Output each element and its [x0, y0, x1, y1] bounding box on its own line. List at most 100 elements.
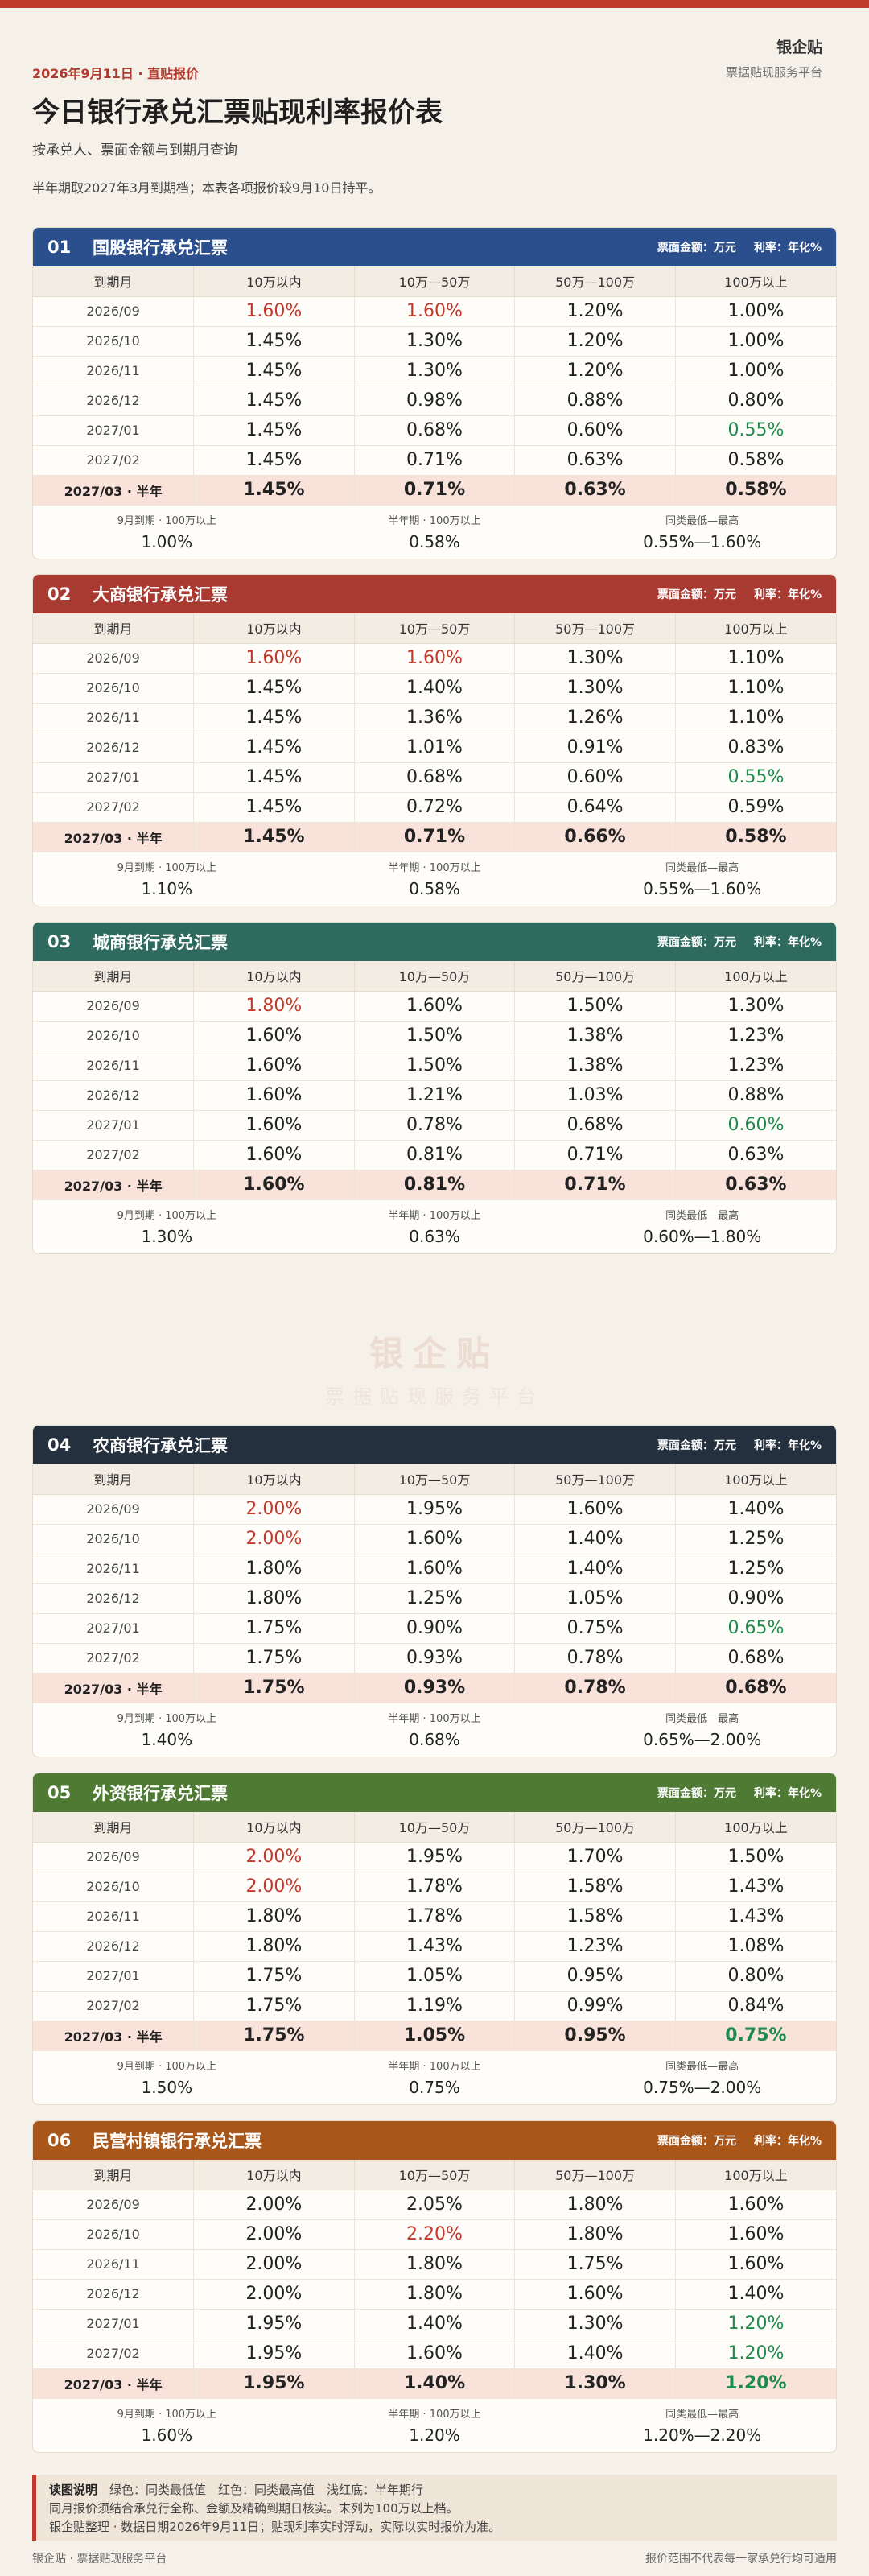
rate-section: 02 大商银行承兑汇票 票面金额：万元 利率：年化% 到期月 10万以内 10万—50万 50…	[32, 574, 837, 906]
rate-cell: 1.36%	[354, 703, 516, 733]
section-title: 国股银行承兑汇票	[93, 238, 228, 258]
header-row: 到期月 10万以内 10万—50万 50万—100万 100万以上	[33, 266, 836, 297]
rate-cell: 1.60%	[354, 1554, 516, 1584]
rate-cell: 1.75%	[193, 1643, 355, 1674]
column-header: 10万—50万	[354, 2160, 516, 2190]
maturity-cell: 2027/02	[33, 1140, 195, 1170]
summary-label: 同类最低—最高	[665, 861, 739, 874]
rate-cell: 1.60%	[193, 1051, 355, 1081]
summary-item: 同类最低—最高 0.55%—1.60%	[568, 852, 836, 906]
rate-cell: 1.80%	[354, 2279, 516, 2310]
maturity-cell: 2027/02	[33, 792, 195, 823]
rate-cell: 1.40%	[354, 2309, 516, 2339]
section-title: 城商银行承兑汇票	[93, 933, 228, 952]
section-number: 04	[47, 1435, 72, 1455]
rate-cell: 1.23%	[675, 1021, 836, 1051]
column-header: 10万以内	[193, 613, 355, 644]
summary-label: 同类最低—最高	[665, 2060, 739, 2073]
maturity-cell: 2026/12	[33, 733, 195, 763]
table-row: 2026/12 1.80% 1.43% 1.23% 1.08%	[33, 1931, 836, 1962]
summary-value: 0.55%—1.60%	[643, 531, 762, 551]
section-title: 外资银行承兑汇票	[93, 1784, 228, 1803]
summary-value: 0.65%—2.00%	[643, 1729, 762, 1749]
rate-cell: 0.83%	[675, 733, 836, 763]
rate-section: 06 民营村镇银行承兑汇票 票面金额：万元 利率：年化% 到期月 10万以内 10万—50万…	[32, 2120, 837, 2453]
summary-label: 9月到期 · 100万以上	[117, 514, 217, 527]
header-row: 到期月 10万以内 10万—50万 50万—100万 100万以上	[33, 613, 836, 644]
table-head: 到期月 10万以内 10万—50万 50万—100万 100万以上	[33, 613, 836, 644]
table-row: 2026/12 2.00% 1.80% 1.60% 1.40%	[33, 2279, 836, 2310]
rate-cell: 0.80%	[675, 386, 836, 416]
rate-cell: 2.00%	[193, 2219, 355, 2250]
rate-table: 到期月 10万以内 10万—50万 50万—100万 100万以上 2026/09 2.00…	[33, 1812, 836, 2051]
summary-label: 半年期 · 100万以上	[388, 861, 481, 874]
rate-cell: 1.60%	[354, 991, 516, 1022]
table-row: 2026/12 1.45% 0.98% 0.88% 0.80%	[33, 386, 836, 416]
table-body: 2026/09 2.00% 1.95% 1.70% 1.50% 2026/10 2.00% 1…	[33, 1842, 836, 2051]
column-header: 100万以上	[675, 1812, 836, 1843]
rate-cell: 0.68%	[354, 415, 516, 446]
summary-label: 半年期 · 100万以上	[388, 2060, 481, 2073]
watermark: 银企贴 票据贴现服务平台	[0, 1327, 869, 1409]
column-header: 10万—50万	[354, 961, 516, 992]
rate-cell: 1.25%	[354, 1583, 516, 1614]
rate-cell: 1.00%	[675, 356, 836, 386]
rate-cell: 1.10%	[675, 703, 836, 733]
rate-cell: 1.75%	[193, 1961, 355, 1992]
rate-cell: 1.45%	[193, 415, 355, 446]
legend-colors: 绿色：同类最低值 红色：同类最高值 浅红底：半年期行	[109, 2483, 424, 2497]
rate-cell: 0.58%	[675, 475, 836, 506]
rate-unit-label: 利率：年化%	[753, 1787, 822, 1800]
rate-cell: 1.25%	[675, 1524, 836, 1554]
rate-cell: 1.75%	[514, 2249, 676, 2280]
rate-cell: 0.72%	[354, 792, 516, 823]
page-subtitle: 按承兑人、票面金额与到期月查询	[32, 142, 237, 159]
table-row: 2026/10 2.00% 1.78% 1.58% 1.43%	[33, 1872, 836, 1902]
maturity-cell: 2026/10	[33, 1524, 195, 1554]
rate-cell: 0.68%	[675, 1643, 836, 1674]
rate-cell: 1.60%	[193, 1170, 355, 1200]
maturity-cell: 2026/12	[33, 1931, 195, 1962]
rate-cell: 1.60%	[193, 1080, 355, 1111]
column-header: 50万—100万	[514, 1464, 676, 1495]
column-header: 50万—100万	[514, 961, 676, 992]
rate-cell: 0.66%	[514, 822, 676, 852]
rate-cell: 2.05%	[354, 2190, 516, 2220]
rate-cell: 0.80%	[675, 1961, 836, 1992]
summary-value: 0.75%—2.00%	[643, 2077, 762, 2097]
rate-cell: 1.38%	[514, 1051, 676, 1081]
legend-line-2: 同月报价须结合承兑行全称、金额及精确到期日核实。末列为100万以上档。	[49, 2501, 459, 2516]
maturity-cell: 2027/01	[33, 1613, 195, 1644]
rate-cell: 1.80%	[514, 2190, 676, 2220]
column-header: 到期月	[33, 961, 195, 992]
column-header: 100万以上	[675, 613, 836, 644]
rate-cell: 1.10%	[675, 643, 836, 674]
summary-value: 0.60%—1.80%	[643, 1226, 762, 1246]
rate-cell: 1.95%	[354, 1494, 516, 1525]
maturity-cell: 2026/12	[33, 1080, 195, 1111]
rate-cell: 1.01%	[354, 733, 516, 763]
rate-cell: 1.40%	[514, 1524, 676, 1554]
rate-cell: 1.10%	[675, 673, 836, 704]
summary-item: 9月到期 · 100万以上 1.30%	[33, 1200, 301, 1253]
rate-cell: 1.30%	[514, 2368, 676, 2399]
rate-unit-label: 利率：年化%	[753, 2135, 822, 2148]
rate-table: 到期月 10万以内 10万—50万 50万—100万 100万以上 2026/09 1.60…	[33, 266, 836, 506]
summary-item: 半年期 · 100万以上 0.63%	[301, 1200, 569, 1253]
summary-value: 1.40%	[141, 1729, 193, 1749]
legend-line-1: 读图说明 绿色：同类最低值 红色：同类最高值 浅红底：半年期行	[49, 2481, 824, 2500]
rate-cell: 1.45%	[193, 386, 355, 416]
table-row: 2026/09 2.00% 1.95% 1.70% 1.50%	[33, 1842, 836, 1872]
rate-cell: 0.95%	[514, 1961, 676, 1992]
summary-item: 半年期 · 100万以上 1.20%	[301, 2399, 569, 2452]
rate-cell: 0.63%	[675, 1170, 836, 1200]
section-header: 05 外资银行承兑汇票 票面金额：万元 利率：年化%	[33, 1773, 836, 1812]
section-header: 02 大商银行承兑汇票 票面金额：万元 利率：年化%	[33, 575, 836, 613]
rate-cell: 1.20%	[514, 356, 676, 386]
maturity-cell: 2026/09	[33, 296, 195, 327]
section-units: 票面金额：万元 利率：年化%	[653, 586, 822, 602]
rate-cell: 1.50%	[354, 1021, 516, 1051]
half-year-row: 2027/03 · 半年 1.45% 0.71% 0.63% 0.58%	[33, 475, 836, 506]
rate-cell: 1.20%	[675, 2368, 836, 2399]
rate-cell: 1.80%	[354, 2249, 516, 2280]
